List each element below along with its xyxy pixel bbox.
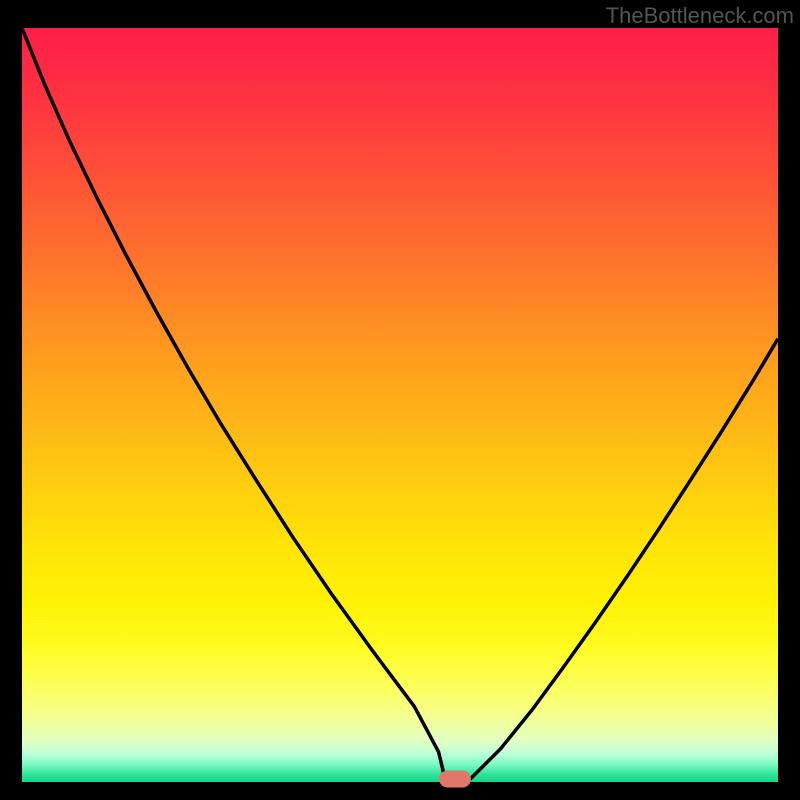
attribution-label: TheBottleneck.com bbox=[606, 3, 794, 29]
plot-area bbox=[22, 28, 778, 782]
curve-overlay bbox=[22, 28, 778, 782]
optimal-marker bbox=[439, 770, 471, 787]
chart-container: TheBottleneck.com bbox=[0, 0, 800, 800]
bottleneck-curve bbox=[22, 28, 778, 779]
